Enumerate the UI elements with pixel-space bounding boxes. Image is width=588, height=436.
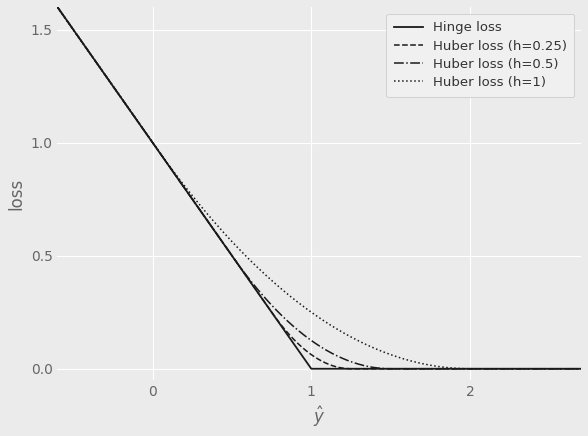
Huber loss (h=0.5)	[577, 366, 584, 371]
Hinge loss	[563, 366, 570, 371]
Hinge loss	[309, 366, 316, 371]
Huber loss (h=0.25)	[466, 366, 473, 371]
Huber loss (h=1)	[562, 366, 569, 371]
Huber loss (h=0.5)	[309, 338, 316, 344]
Huber loss (h=0.5)	[81, 42, 88, 48]
Huber loss (h=1)	[309, 310, 316, 315]
Hinge loss	[54, 4, 61, 10]
Huber loss (h=0.25)	[54, 4, 61, 10]
Huber loss (h=0.25)	[81, 42, 88, 48]
Hinge loss	[308, 366, 315, 371]
Hinge loss	[81, 42, 88, 48]
Huber loss (h=0.25)	[295, 341, 302, 346]
Hinge loss	[466, 366, 473, 371]
Y-axis label: loss: loss	[7, 177, 25, 210]
Huber loss (h=1)	[466, 366, 473, 371]
Huber loss (h=1)	[81, 42, 88, 48]
Line: Huber loss (h=0.5): Huber loss (h=0.5)	[58, 7, 581, 369]
Huber loss (h=0.25)	[348, 366, 355, 371]
Hinge loss	[577, 366, 584, 371]
Huber loss (h=0.25)	[309, 353, 316, 358]
Huber loss (h=1)	[295, 300, 302, 305]
Line: Huber loss (h=1): Huber loss (h=1)	[58, 7, 581, 369]
Legend: Hinge loss, Huber loss (h=0.25), Huber loss (h=0.5), Huber loss (h=1): Hinge loss, Huber loss (h=0.25), Huber l…	[386, 14, 574, 97]
Huber loss (h=0.5)	[466, 366, 473, 371]
Hinge loss	[295, 347, 302, 353]
Huber loss (h=1)	[466, 366, 473, 371]
Huber loss (h=0.5)	[387, 366, 395, 371]
Huber loss (h=0.5)	[562, 366, 569, 371]
Huber loss (h=0.5)	[295, 328, 302, 333]
Line: Huber loss (h=0.25): Huber loss (h=0.25)	[58, 7, 581, 369]
Hinge loss	[562, 366, 569, 371]
Huber loss (h=0.25)	[562, 366, 569, 371]
Huber loss (h=0.25)	[577, 366, 584, 371]
Huber loss (h=1)	[577, 366, 584, 371]
Huber loss (h=0.25)	[563, 366, 570, 371]
Line: Hinge loss: Hinge loss	[58, 7, 581, 369]
X-axis label: $\hat{y}$: $\hat{y}$	[313, 405, 325, 429]
Huber loss (h=0.5)	[54, 4, 61, 10]
Huber loss (h=0.5)	[563, 366, 570, 371]
Huber loss (h=1)	[563, 366, 570, 371]
Huber loss (h=1)	[54, 4, 61, 10]
